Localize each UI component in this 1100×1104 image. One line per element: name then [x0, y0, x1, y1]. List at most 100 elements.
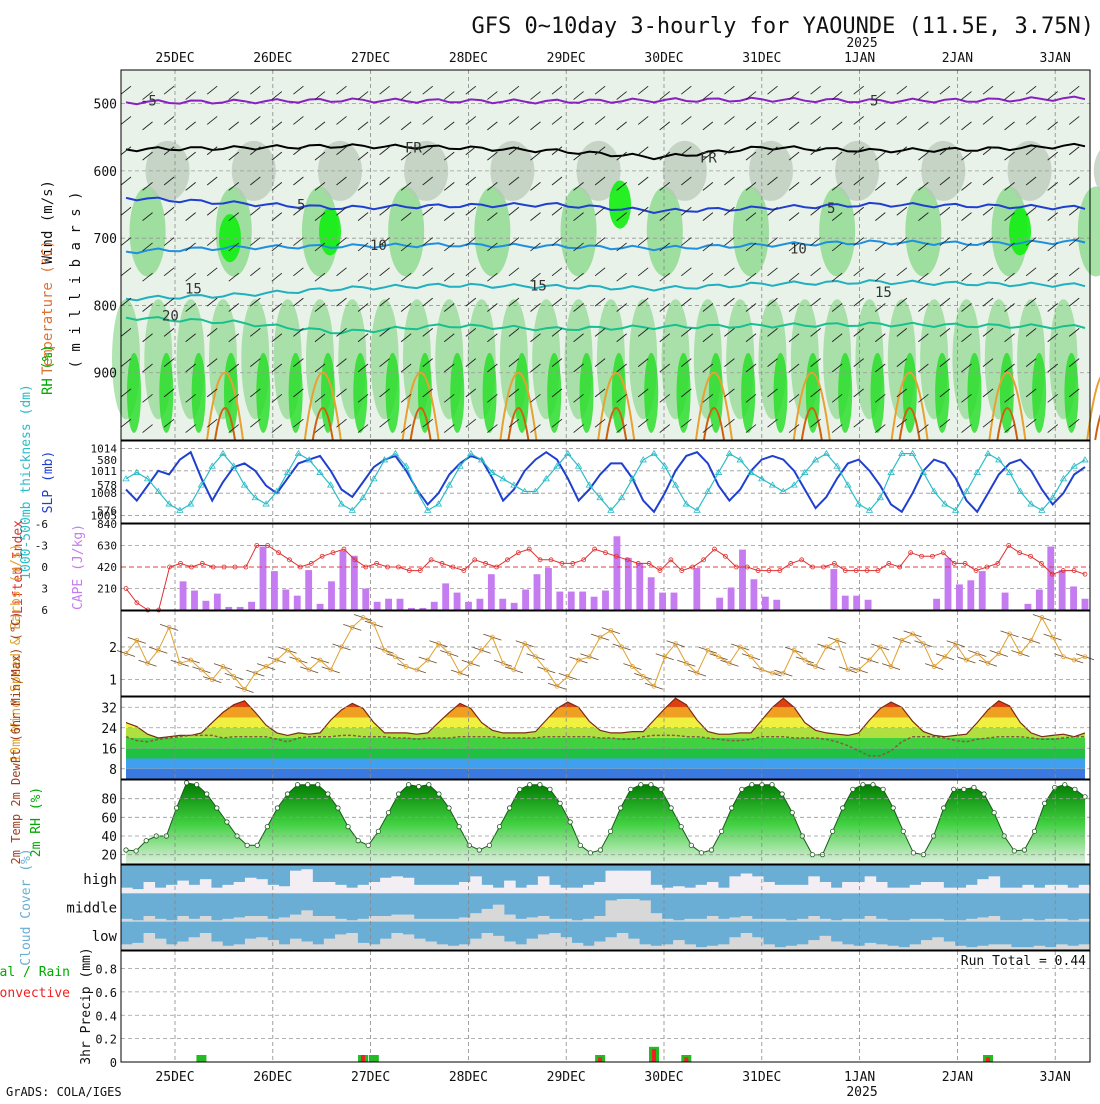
wind-barb	[659, 424, 671, 433]
wind-barb	[767, 237, 778, 246]
cloud-middle-bar	[808, 916, 820, 922]
wind-barb	[336, 388, 347, 398]
cloud-high-bar	[718, 887, 730, 894]
cloud-low-bar	[380, 938, 392, 950]
cloud-low-bar	[143, 933, 156, 950]
wind-barb	[939, 237, 951, 246]
wind-barb	[724, 176, 735, 186]
isotherm-label: 20	[162, 309, 179, 325]
wind-barb	[228, 333, 240, 343]
wind-barb	[681, 267, 692, 277]
wind-barb	[487, 121, 498, 131]
wind-speed-marker	[285, 647, 291, 653]
wind-speed-marker	[468, 660, 474, 666]
thickness-marker	[553, 462, 561, 469]
rh-marker	[1011, 848, 1017, 854]
rh-marker	[537, 782, 543, 788]
lifted-index-marker	[559, 561, 565, 566]
lifted-index-marker	[494, 564, 499, 570]
cloud-high-bar	[582, 884, 595, 894]
wind-barb	[293, 237, 304, 246]
wind-barb	[314, 212, 326, 222]
wind-barb	[1025, 176, 1037, 186]
wind-barb	[228, 182, 240, 191]
cape-bar	[602, 590, 609, 610]
rh-shade-gray	[748, 140, 793, 201]
date-label-bottom: 3JAN	[1040, 1070, 1071, 1085]
wind-barb	[853, 297, 865, 307]
cape-tick-label: 420	[97, 561, 117, 574]
cloud-high-bar	[492, 887, 505, 894]
thickness-marker	[855, 500, 863, 507]
lifted-index-marker	[592, 546, 598, 552]
thickness-marker	[1038, 506, 1046, 513]
lifted-index-marker	[603, 550, 608, 556]
cape-bar	[967, 580, 975, 610]
thickness-line	[125, 452, 1086, 512]
wind-barb	[1047, 242, 1058, 252]
wind-barb	[530, 212, 541, 222]
wind-barb	[336, 116, 347, 125]
wind-barb	[142, 151, 153, 161]
lifted-index-marker	[668, 557, 674, 563]
wind-barb	[465, 176, 477, 186]
rh-marker	[395, 791, 402, 797]
wind-barb	[896, 176, 908, 186]
rh-marker	[315, 782, 321, 788]
cloud-high-bar	[290, 870, 302, 894]
cloud-middle-bar	[932, 918, 944, 922]
wind-barb	[982, 358, 994, 367]
cloud-low-bar	[459, 944, 471, 950]
wind-barb	[788, 333, 800, 343]
wind-barb	[918, 182, 929, 191]
wind-barb	[724, 116, 735, 125]
cloud-high-bar	[763, 882, 775, 894]
wind-barb	[1004, 424, 1015, 433]
wind-barb	[594, 237, 606, 246]
cloud-middle-bar	[154, 918, 167, 922]
wind-barb	[724, 388, 735, 398]
isotherm-line	[125, 142, 1086, 161]
cloud-middle-bar	[278, 917, 291, 922]
cloud-layer-label: middle	[66, 901, 117, 917]
cloud-low-bar	[718, 944, 730, 950]
isotherm-label: 15	[530, 278, 547, 294]
thickness-marker	[607, 506, 615, 513]
wind-barb	[142, 333, 153, 343]
ylabel-thickness: 1000-500mb thickness (dm)	[19, 384, 34, 580]
ylabel-temperature: Temperature (°C)	[40, 240, 56, 375]
wind-barb	[551, 267, 563, 277]
wind-speed-marker	[543, 667, 549, 673]
temp-band	[126, 738, 1085, 749]
thickness-marker	[477, 456, 486, 463]
rh-shade	[129, 186, 166, 277]
rh-marker	[628, 786, 634, 792]
thickness-marker	[1048, 493, 1057, 501]
wind-barb	[831, 272, 843, 282]
wind-barb	[293, 297, 304, 307]
wind-barb	[918, 363, 929, 373]
wind-speed-marker	[371, 621, 377, 627]
wind-barb	[831, 363, 843, 373]
lifted-index-marker	[821, 564, 826, 570]
wind-speed-marker	[565, 673, 571, 679]
wind-barb	[357, 182, 369, 191]
wind-barb	[681, 358, 692, 367]
wind-barb	[874, 91, 886, 100]
cloud-middle-bar	[650, 913, 663, 922]
wind-barb	[357, 151, 369, 161]
cloud-middle-bar	[357, 918, 370, 922]
wind-barb	[745, 272, 757, 282]
wind-barb	[530, 91, 541, 100]
cape-bar	[567, 591, 575, 610]
wind-speed-marker	[457, 670, 463, 676]
rh-shade	[560, 186, 597, 277]
thickness-marker	[758, 475, 766, 482]
cloud-high-bar	[673, 886, 685, 894]
chart-title: GFS 0~10day 3-hourly for YAOUNDE (11.5E,…	[471, 14, 1094, 39]
rh-marker	[426, 782, 432, 788]
wind-speed-marker	[834, 638, 840, 643]
cape-bar	[544, 568, 552, 610]
wind-barb	[788, 303, 800, 312]
thickness-marker	[908, 449, 917, 457]
